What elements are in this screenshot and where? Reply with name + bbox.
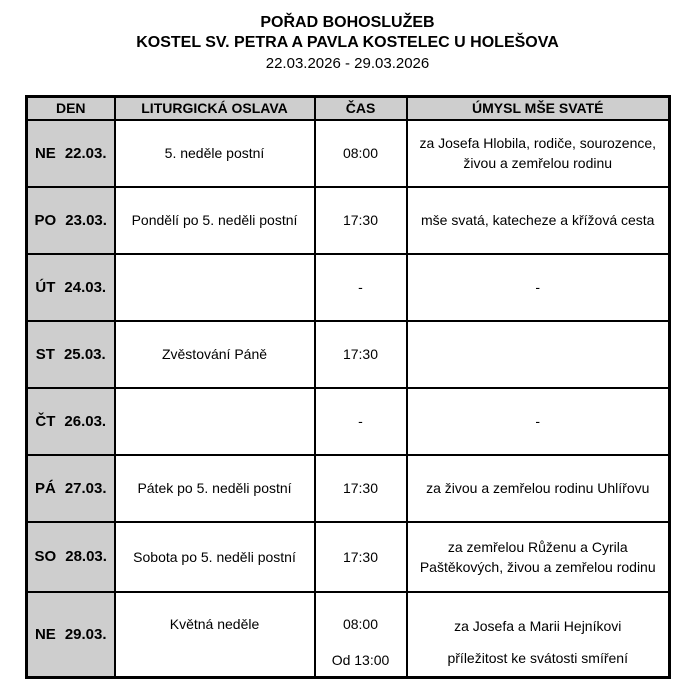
day-cell: ČT 26.03.	[25, 386, 116, 456]
table-row: PÁ 27.03. Pátek po 5. neděli postní 17:30…	[25, 453, 671, 523]
service-schedule-table: DEN LITURGICKÁ OSLAVA ČAS ÚMYSL MŠE SVAT…	[25, 95, 671, 679]
time-primary: 08:00	[342, 615, 379, 632]
intention-secondary: příležitost ke svátosti smíření	[447, 649, 628, 666]
document-subtitle: KOSTEL SV. PETRA A PAVLA KOSTELEC U HOLE…	[136, 34, 559, 51]
intention-cell	[405, 319, 671, 389]
day-cell: ÚT 24.03.	[25, 252, 116, 322]
table-header: DEN LITURGICKÁ OSLAVA ČAS ÚMYSL MŠE SVAT…	[25, 95, 671, 121]
day-date: 23.03.	[65, 211, 107, 229]
day-date: 27.03.	[64, 479, 107, 497]
column-header-time: ČAS	[313, 95, 408, 121]
day-cell: SO 28.03.	[25, 520, 116, 593]
header-row: DEN LITURGICKÁ OSLAVA ČAS ÚMYSL MŠE SVAT…	[25, 95, 671, 121]
day-abbr: ČT	[35, 412, 56, 430]
intention-cell: mše svatá, katecheze a křížová cesta	[405, 185, 671, 255]
time-cell: 17:30	[313, 185, 408, 255]
day-date: 29.03.	[64, 625, 107, 643]
intention-cell: za živou a zemřelou rodinu Uhlířovu	[405, 453, 671, 523]
day-abbr: ÚT	[35, 278, 56, 296]
day-abbr: SO	[34, 548, 57, 565]
time-cell: 17:30	[313, 520, 408, 593]
day-date: 22.03.	[64, 144, 107, 162]
intention-primary: za Josefa a Marii Hejníkovi	[454, 617, 622, 634]
celebration-cell: Sobota po 5. neděli postní	[113, 520, 316, 593]
day-cell: ST 25.03.	[25, 319, 116, 389]
day-cell: NE 29.03.	[25, 590, 116, 679]
day-cell: PO 23.03.	[25, 185, 116, 255]
time-stack: 08:00 Od 13:00	[320, 594, 402, 675]
table-row: ÚT 24.03. - -	[25, 252, 671, 322]
day-cell: NE 22.03.	[25, 118, 116, 188]
celebration-cell: Pátek po 5. neděli postní	[113, 453, 316, 523]
table-row: PO 23.03. Pondělí po 5. neděli postní 17:…	[25, 185, 671, 255]
day-abbr: PO	[34, 211, 57, 229]
column-header-intention: ÚMYSL MŠE SVATÉ	[405, 95, 671, 121]
column-header-day: DEN	[25, 95, 116, 121]
time-cell: 08:00	[313, 118, 408, 188]
celebration-cell	[113, 386, 316, 456]
time-cell: 17:30	[313, 453, 408, 523]
time-secondary: Od 13:00	[331, 651, 390, 668]
table-row: NE 29.03. Květná neděle 08:00 Od 13:00 za…	[25, 590, 671, 679]
intention-cell: -	[405, 252, 671, 322]
table-row: ČT 26.03. - -	[25, 386, 671, 456]
intention-cell: za Josefa a Marii Hejníkovi příležitost …	[405, 590, 671, 679]
document-title: POŘAD BOHOSLUŽEB	[260, 14, 435, 31]
day-cell: PÁ 27.03.	[25, 453, 116, 523]
day-date: 28.03.	[65, 548, 107, 565]
date-range: 22.03.2026 - 29.03.2026	[265, 55, 430, 72]
day-abbr: NE	[34, 144, 56, 162]
time-cell: 08:00 Od 13:00	[313, 590, 408, 679]
celebration-cell: Zvěstování Páně	[113, 319, 316, 389]
column-header-celebration: LITURGICKÁ OSLAVA	[113, 95, 316, 121]
table-row: SO 28.03. Sobota po 5. neděli postní 17:3…	[25, 520, 671, 593]
celebration-cell: Pondělí po 5. neděli postní	[113, 185, 316, 255]
celebration-cell: 5. neděle postní	[113, 118, 316, 188]
intention-cell: za zemřelou Růženu a Cyrila Paštěkových,…	[405, 520, 671, 593]
day-date: 24.03.	[64, 278, 107, 296]
intention-stack: za Josefa a Marii Hejníkovi příležitost …	[412, 594, 665, 675]
intention-cell: -	[405, 386, 671, 456]
time-cell: -	[313, 386, 408, 456]
intention-cell: za Josefa Hlobila, rodiče, sourozence, ž…	[405, 118, 671, 188]
celebration-cell: Květná neděle	[113, 590, 316, 679]
table-row: ST 25.03. Zvěstování Páně 17:30	[25, 319, 671, 389]
celebration-cell	[113, 252, 316, 322]
day-date: 25.03.	[63, 345, 106, 363]
time-cell: -	[313, 252, 408, 322]
day-date: 26.03.	[64, 412, 107, 430]
table-row: NE 22.03. 5. neděle postní 08:00 za Josef…	[25, 118, 671, 188]
day-abbr: PÁ	[34, 479, 56, 497]
time-cell: 17:30	[313, 319, 408, 389]
title-block: POŘAD BOHOSLUŽEB KOSTEL SV. PETRA A PAVL…	[0, 0, 695, 74]
day-abbr: ST	[35, 345, 55, 363]
day-abbr: NE	[34, 625, 56, 643]
